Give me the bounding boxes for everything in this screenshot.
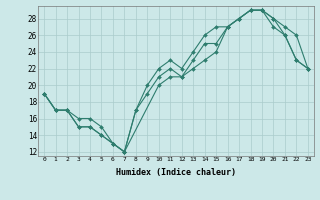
X-axis label: Humidex (Indice chaleur): Humidex (Indice chaleur) (116, 168, 236, 177)
